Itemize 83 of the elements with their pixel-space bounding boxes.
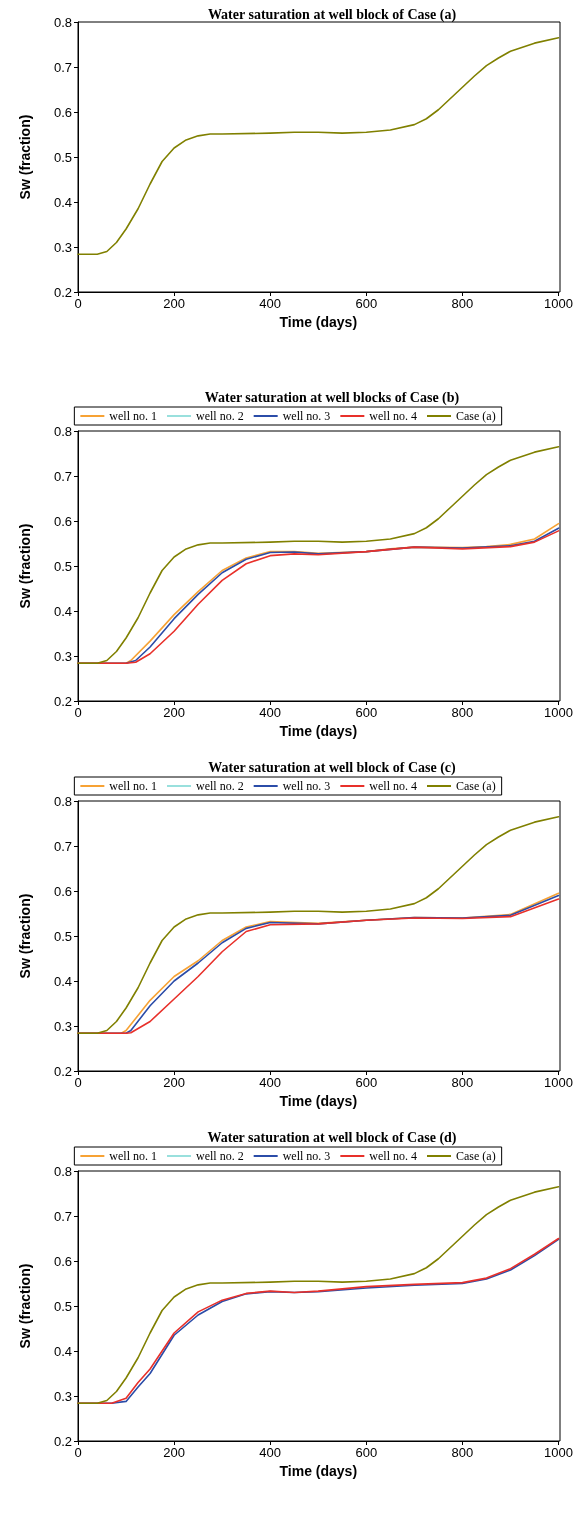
chart-title: Water saturation at well block of Case (c)	[208, 759, 457, 776]
y-tick-label: 0.3	[53, 1018, 72, 1034]
y-tick-label: 0.7	[53, 1208, 72, 1224]
chart-title: Water saturation at well block of Case (a)	[207, 6, 457, 23]
x-tick-label: 400	[259, 705, 282, 720]
x-tick-label: 1000	[544, 296, 573, 311]
chart-title: Water saturation at well blocks of Case (b)	[204, 389, 460, 406]
y-tick-label: 0.3	[53, 239, 72, 255]
legend-label: well no. 3	[282, 409, 331, 423]
legend-label: well no. 2	[196, 409, 244, 423]
x-tick-label: 400	[259, 1445, 282, 1460]
legend-label: Case (a)	[456, 1149, 496, 1163]
y-tick-label: 0.8	[53, 423, 72, 439]
y-tick-label: 0.2	[53, 1063, 72, 1079]
legend-label: well no. 4	[369, 409, 418, 423]
y-tick-label: 0.2	[53, 284, 72, 300]
legend-label: well no. 4	[369, 779, 418, 793]
legend-label: well no. 3	[282, 1149, 331, 1163]
y-axis-title: Sw (fraction)	[17, 523, 33, 609]
x-axis-title: Time (days)	[279, 1462, 358, 1479]
x-tick-label: 200	[163, 705, 185, 720]
y-tick-label: 0.8	[53, 793, 72, 809]
x-tick-label: 600	[355, 705, 378, 720]
x-tick-label: 600	[355, 1075, 378, 1090]
legend-label: well no. 1	[109, 1149, 158, 1163]
x-tick-label: 0	[74, 296, 82, 311]
y-tick-label: 0.5	[53, 149, 72, 165]
y-tick-label: 0.2	[53, 1433, 72, 1449]
y-tick-label: 0.4	[53, 973, 72, 989]
y-tick-label: 0.4	[53, 194, 72, 210]
legend-label: Case (a)	[456, 779, 496, 793]
x-tick-label: 800	[451, 705, 474, 720]
y-tick-label: 0.5	[53, 1298, 72, 1314]
x-axis-title: Time (days)	[279, 1092, 358, 1109]
x-axis-title: Time (days)	[279, 722, 358, 739]
y-axis-title: Sw (fraction)	[17, 1263, 33, 1349]
line-series	[77, 1185, 560, 1404]
y-tick-label: 0.2	[53, 693, 72, 709]
y-tick-label: 0.3	[53, 1388, 72, 1404]
x-tick-label: 0	[74, 1445, 82, 1460]
chart-title: Water saturation at well block of Case (d)	[207, 1129, 457, 1146]
y-axis-title: Sw (fraction)	[17, 114, 33, 200]
legend-label: well no. 3	[282, 779, 331, 793]
y-tick-label: 0.6	[53, 883, 72, 899]
y-tick-label: 0.6	[53, 513, 72, 529]
legend-label: well no. 1	[109, 779, 158, 793]
x-tick-label: 600	[355, 1445, 378, 1460]
x-tick-label: 0	[74, 1075, 82, 1090]
legend-label: Case (a)	[456, 409, 496, 423]
x-tick-label: 200	[163, 296, 185, 311]
x-tick-label: 200	[163, 1075, 185, 1090]
y-tick-label: 0.4	[53, 1343, 72, 1359]
x-tick-label: 600	[355, 296, 378, 311]
x-tick-label: 1000	[544, 705, 573, 720]
x-tick-label: 200	[163, 1445, 185, 1460]
y-tick-label: 0.6	[53, 1253, 72, 1269]
x-tick-label: 1000	[544, 1075, 573, 1090]
y-tick-label: 0.4	[53, 603, 72, 619]
legend-label: well no. 2	[196, 779, 244, 793]
y-tick-label: 0.8	[53, 1163, 72, 1179]
y-tick-label: 0.8	[53, 14, 72, 30]
legend-label: well no. 1	[109, 409, 158, 423]
line-series	[77, 445, 560, 664]
y-tick-label: 0.3	[53, 648, 72, 664]
x-tick-label: 400	[259, 296, 282, 311]
y-tick-label: 0.7	[53, 59, 72, 75]
x-tick-label: 400	[259, 1075, 282, 1090]
x-tick-label: 800	[451, 1445, 474, 1460]
y-axis-title: Sw (fraction)	[17, 893, 33, 979]
y-tick-label: 0.5	[53, 558, 72, 574]
y-tick-label: 0.6	[53, 104, 72, 120]
x-tick-label: 800	[451, 296, 474, 311]
y-tick-label: 0.5	[53, 928, 72, 944]
x-axis-title: Time (days)	[279, 313, 358, 330]
legend-label: well no. 4	[369, 1149, 418, 1163]
y-tick-label: 0.7	[53, 838, 72, 854]
x-tick-label: 0	[74, 705, 82, 720]
line-series	[77, 36, 560, 255]
x-tick-label: 1000	[544, 1445, 573, 1460]
line-series	[77, 815, 560, 1034]
legend-label: well no. 2	[196, 1149, 244, 1163]
y-tick-label: 0.7	[53, 468, 72, 484]
x-tick-label: 800	[451, 1075, 474, 1090]
